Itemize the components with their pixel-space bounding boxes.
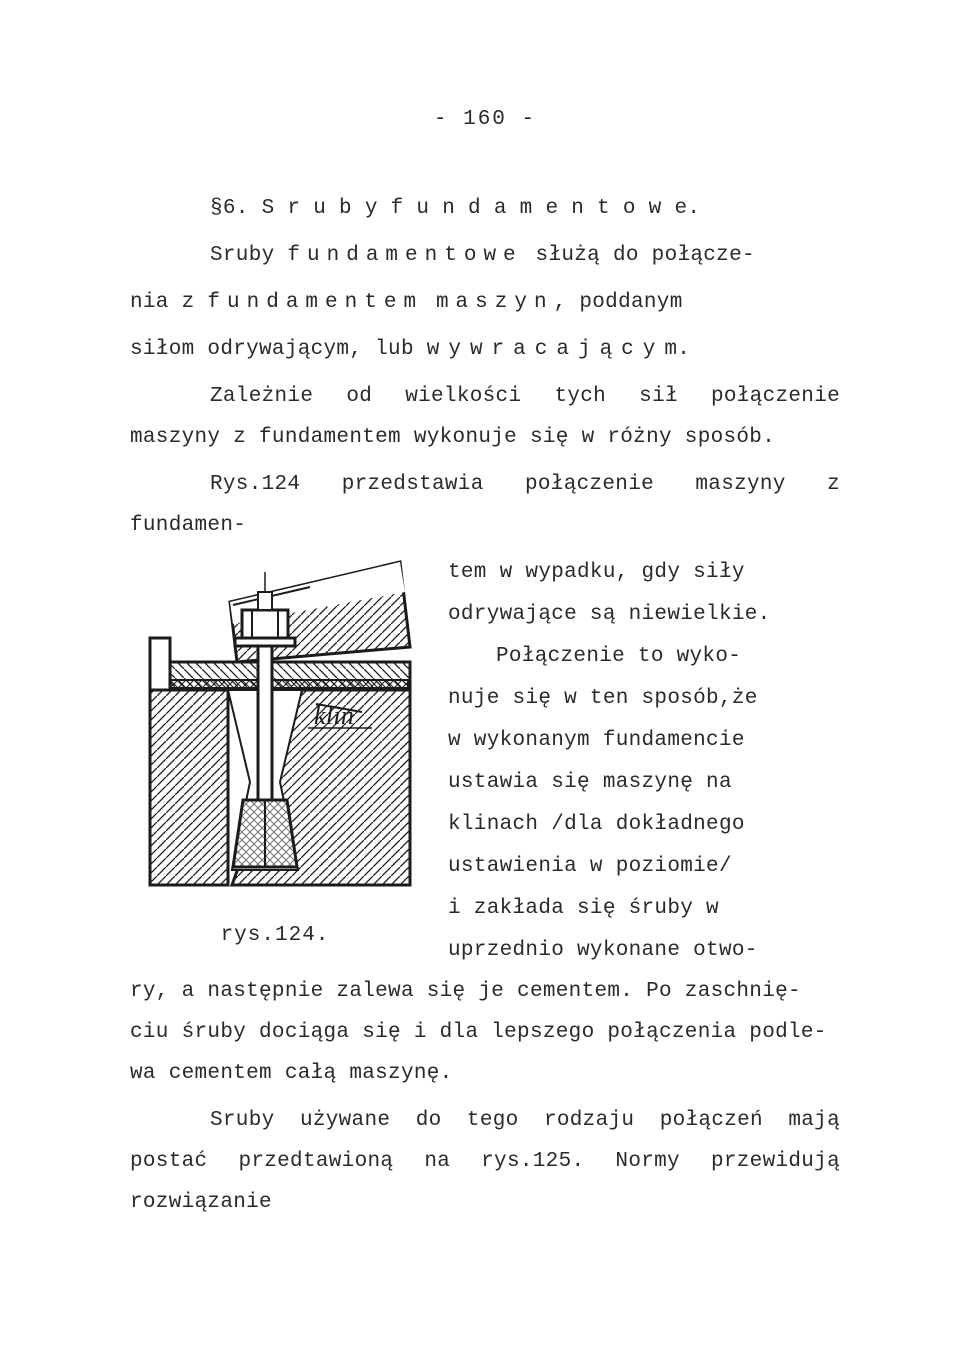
text-b: wywracający [427, 338, 665, 361]
figure-block: klin rys.124. tem w wypadku, gdy siły od… [130, 552, 840, 972]
paragraph-3-intro: Rys.124 przedstawia połączenie maszyny z… [130, 465, 840, 547]
text-d: maszyn [436, 291, 554, 314]
text-b: fundamentowe [287, 244, 522, 267]
paragraph-5: Sruby używane do tego rodzaju połączeń m… [130, 1101, 840, 1224]
text-c: służą do połącze- [523, 244, 755, 267]
fig-text-line-2: odrywające są niewielkie. [448, 594, 840, 636]
fig-text-line-9: i zakłada się śruby w [448, 888, 840, 930]
foundation-bolt-figure: klin [130, 552, 420, 892]
text-c [423, 291, 436, 314]
figure-right-text: tem w wypadku, gdy siły odrywające są ni… [448, 552, 840, 972]
fig-text-line-5: w wykonanym fundamencie [448, 720, 840, 762]
paragraph-1-line-2: nia z fundamentem maszyn, poddanym [130, 283, 840, 324]
figure-label-klin: klin [314, 701, 354, 730]
paragraph-1-line-1: Sruby fundamentowe służą do połącze- [130, 236, 840, 277]
text-a: nia z [130, 291, 207, 314]
paragraph-1-line-3: siłom odrywającym, lub wywracającym. [130, 330, 840, 371]
text-e: , poddanym [554, 291, 683, 314]
fig-text-line-3: Połączenie to wyko- [448, 636, 840, 678]
paragraph-2: Zależnie od wielkości tych sił połączeni… [130, 377, 840, 459]
fig-text-line-8: ustawienia w poziomie/ [448, 846, 840, 888]
paragraph-4: ry, a następnie zalewa się je cementem. … [130, 972, 840, 1095]
text-b: fundamentem [207, 291, 423, 314]
page: - 160 - §6. S r u b y f u n d a m e n t … [0, 0, 960, 1366]
fig-text-line-10: uprzednio wykonane otwo- [448, 930, 840, 972]
text-a: siłom odrywającym, lub [130, 338, 427, 361]
page-number-suffix: - [522, 108, 537, 131]
text-c: m. [664, 338, 690, 361]
fig-text-line-4: nuje się w ten sposób,że [448, 678, 840, 720]
fig-text-line-7: klinach /dla dokładnego [448, 804, 840, 846]
figure-caption: rys.124. [130, 916, 420, 957]
text-a: Sruby [210, 244, 287, 267]
fig-text-line-1: tem w wypadku, gdy siły [448, 552, 840, 594]
figure-left-column: klin rys.124. [130, 552, 420, 957]
page-number-prefix: - [434, 108, 449, 131]
section-heading: §6. S r u b y f u n d a m e n t o w e. [130, 189, 840, 230]
page-number-value: 160 [463, 108, 507, 131]
fig-text-line-6: ustawia się maszynę na [448, 762, 840, 804]
page-number: - 160 - [130, 100, 840, 141]
